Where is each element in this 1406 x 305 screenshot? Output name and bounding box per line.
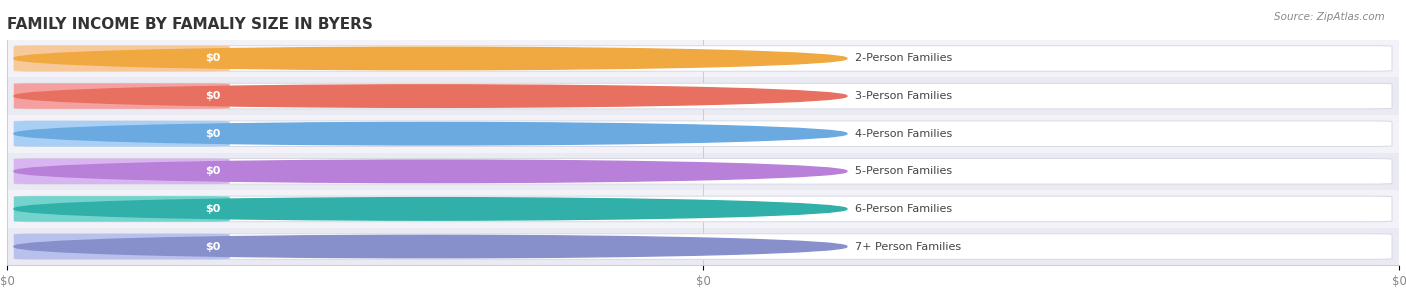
FancyBboxPatch shape bbox=[14, 196, 1392, 222]
Text: $0: $0 bbox=[205, 53, 221, 63]
Circle shape bbox=[14, 47, 846, 70]
Bar bbox=[7, 40, 1399, 77]
Bar bbox=[7, 152, 1399, 190]
Text: 2-Person Families: 2-Person Families bbox=[855, 53, 952, 63]
Text: $0: $0 bbox=[205, 204, 221, 214]
Text: $0: $0 bbox=[205, 129, 221, 139]
Text: 6-Person Families: 6-Person Families bbox=[855, 204, 952, 214]
Text: 3-Person Families: 3-Person Families bbox=[855, 91, 952, 101]
Circle shape bbox=[14, 160, 846, 183]
FancyBboxPatch shape bbox=[14, 234, 229, 259]
FancyBboxPatch shape bbox=[14, 83, 229, 109]
Circle shape bbox=[14, 85, 846, 107]
Bar bbox=[7, 115, 1399, 152]
FancyBboxPatch shape bbox=[14, 234, 1392, 259]
FancyBboxPatch shape bbox=[14, 121, 1392, 146]
Text: $0: $0 bbox=[205, 242, 221, 252]
FancyBboxPatch shape bbox=[14, 159, 1392, 184]
FancyBboxPatch shape bbox=[14, 196, 229, 222]
Text: 7+ Person Families: 7+ Person Families bbox=[855, 242, 962, 252]
Text: 4-Person Families: 4-Person Families bbox=[855, 129, 952, 139]
Circle shape bbox=[14, 122, 846, 145]
Circle shape bbox=[14, 235, 846, 258]
Bar bbox=[7, 190, 1399, 228]
Text: Source: ZipAtlas.com: Source: ZipAtlas.com bbox=[1274, 12, 1385, 22]
FancyBboxPatch shape bbox=[14, 121, 229, 146]
Text: 5-Person Families: 5-Person Families bbox=[855, 166, 952, 176]
Circle shape bbox=[14, 198, 846, 220]
Text: FAMILY INCOME BY FAMALIY SIZE IN BYERS: FAMILY INCOME BY FAMALIY SIZE IN BYERS bbox=[7, 16, 373, 31]
Bar bbox=[7, 77, 1399, 115]
FancyBboxPatch shape bbox=[14, 46, 229, 71]
FancyBboxPatch shape bbox=[14, 46, 1392, 71]
Text: $0: $0 bbox=[205, 91, 221, 101]
FancyBboxPatch shape bbox=[14, 159, 229, 184]
Bar bbox=[7, 228, 1399, 265]
Text: $0: $0 bbox=[205, 166, 221, 176]
FancyBboxPatch shape bbox=[14, 83, 1392, 109]
